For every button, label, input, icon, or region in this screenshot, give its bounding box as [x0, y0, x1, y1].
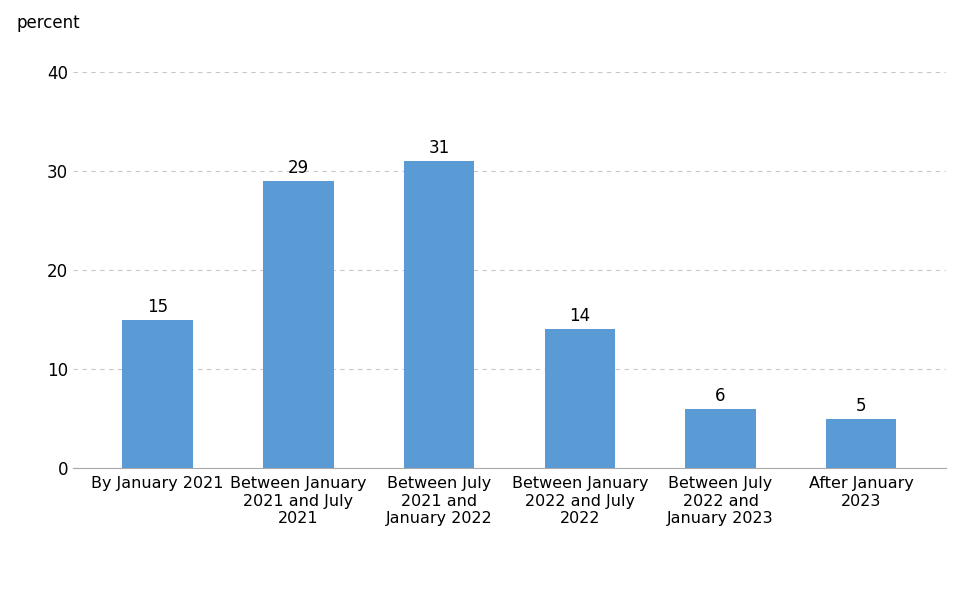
- Text: 29: 29: [288, 159, 309, 177]
- Bar: [123, 319, 193, 468]
- Bar: [826, 419, 896, 468]
- Text: 6: 6: [716, 386, 725, 404]
- Text: 31: 31: [428, 139, 449, 157]
- Bar: [404, 161, 474, 468]
- Text: 14: 14: [569, 307, 591, 325]
- Bar: [685, 409, 756, 468]
- Bar: [545, 329, 615, 468]
- Bar: [263, 181, 333, 468]
- Text: 15: 15: [147, 298, 168, 316]
- Text: percent: percent: [17, 14, 80, 32]
- Text: 5: 5: [856, 397, 867, 415]
